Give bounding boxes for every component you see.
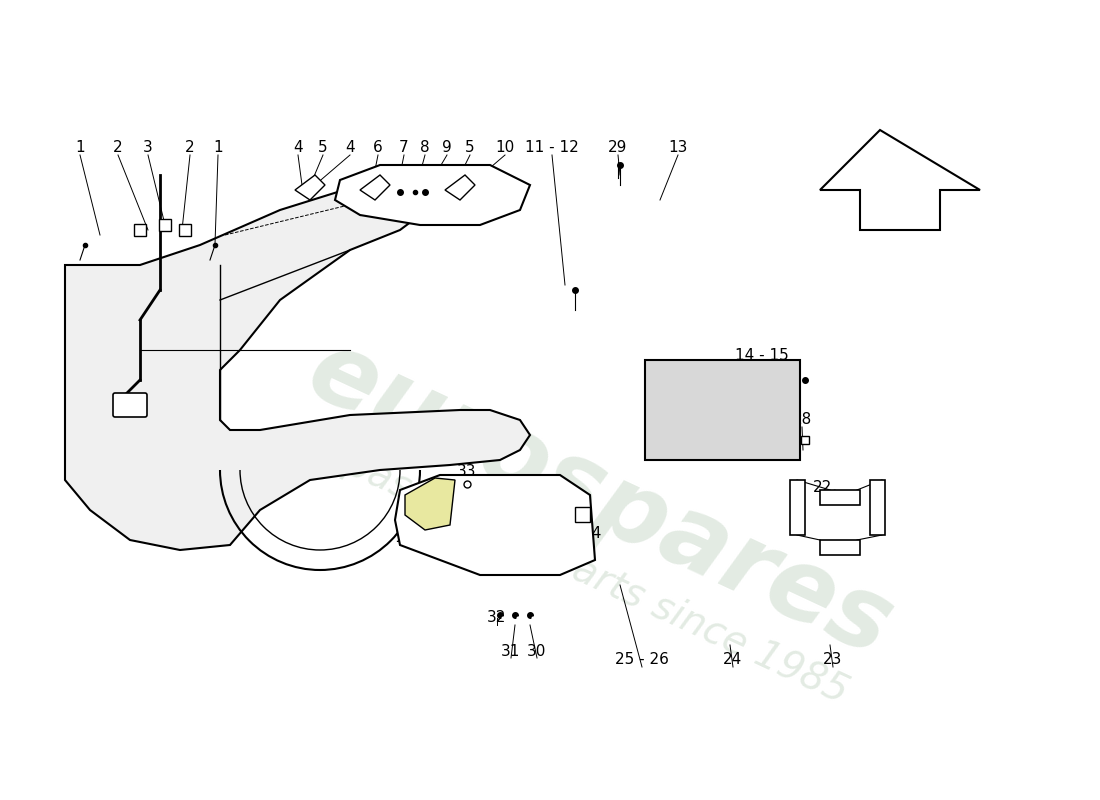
Text: 5: 5 [318,141,328,155]
Text: 29: 29 [608,141,628,155]
Polygon shape [65,185,530,550]
Text: 30: 30 [527,645,547,659]
Text: 6: 6 [373,141,383,155]
Text: 16 - 17: 16 - 17 [395,530,449,546]
Polygon shape [295,175,324,200]
Text: 1: 1 [75,141,85,155]
Polygon shape [336,165,530,225]
Text: 9: 9 [442,141,452,155]
Polygon shape [395,475,595,575]
Polygon shape [360,175,390,200]
Text: 18 - 19: 18 - 19 [405,487,459,502]
Text: 4: 4 [345,141,355,155]
Polygon shape [820,130,980,230]
Text: 2: 2 [113,141,123,155]
Bar [820,490,860,505]
Text: 24: 24 [724,653,743,667]
Text: 33: 33 [458,465,476,479]
Text: 27: 27 [766,370,784,386]
Text: a passion for parts since 1985: a passion for parts since 1985 [306,429,854,711]
Text: 32: 32 [487,610,507,626]
Text: 1: 1 [213,141,223,155]
Text: 31: 31 [502,645,520,659]
Bar [645,360,800,460]
Text: eurospares: eurospares [293,322,908,678]
Polygon shape [446,175,475,200]
Text: 5: 5 [465,141,475,155]
Text: 8: 8 [420,141,430,155]
Bar [820,540,860,555]
Text: 23: 23 [823,653,843,667]
Text: 22: 22 [813,479,832,494]
Text: 10: 10 [495,141,515,155]
Text: 34: 34 [582,526,602,541]
Text: 7: 7 [399,141,409,155]
Text: 2: 2 [185,141,195,155]
Text: 3: 3 [143,141,153,155]
Text: 13: 13 [669,141,688,155]
Polygon shape [575,507,590,522]
Bar [870,480,886,535]
Bar [790,480,805,535]
Text: 28: 28 [792,413,812,427]
Text: 25 - 26: 25 - 26 [615,653,669,667]
Polygon shape [405,478,455,530]
Text: 14 - 15: 14 - 15 [735,347,789,362]
Text: 4: 4 [294,141,302,155]
FancyBboxPatch shape [113,393,147,417]
Text: 11 - 12: 11 - 12 [525,141,579,155]
